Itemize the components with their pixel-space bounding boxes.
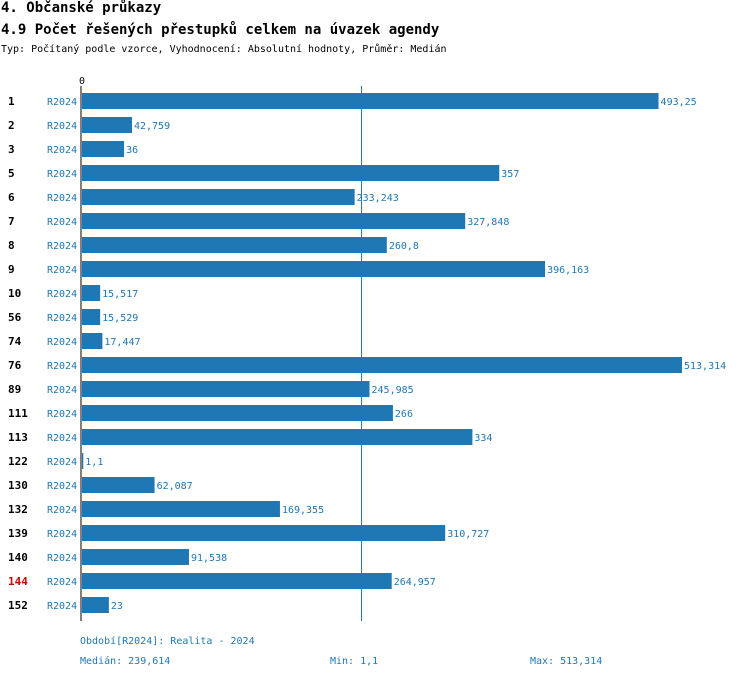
bar [82, 285, 101, 301]
category-label: 1 [8, 95, 15, 108]
bar [82, 501, 280, 517]
series-label: R2024 [47, 457, 77, 468]
bar [82, 237, 387, 253]
series-label: R2024 [47, 601, 77, 612]
bar [82, 429, 473, 445]
chart-title: 4.9 Počet řešených přestupků celkem na ú… [1, 22, 440, 38]
series-label: R2024 [47, 553, 77, 564]
bar [82, 357, 682, 373]
series-label: R2024 [47, 241, 77, 252]
series-label: R2024 [47, 529, 77, 540]
bar [82, 477, 155, 493]
value-label: 233,243 [357, 193, 399, 204]
series-label: R2024 [47, 481, 77, 492]
category-label: 76 [8, 359, 22, 372]
series-label: R2024 [47, 145, 77, 156]
bar [82, 93, 659, 109]
value-label: 15,529 [102, 313, 138, 324]
value-label: 17,447 [104, 337, 140, 348]
value-label: 245,985 [372, 385, 414, 396]
category-label: 5 [8, 167, 15, 180]
median-stat: Medián: 239,614 [80, 656, 171, 667]
series-label: R2024 [47, 577, 77, 588]
category-label: 89 [8, 383, 21, 396]
series-label: R2024 [47, 385, 77, 396]
series-label: R2024 [47, 433, 77, 444]
bar [82, 597, 109, 613]
bar [82, 333, 103, 349]
value-label: 310,727 [447, 529, 489, 540]
category-label: 111 [8, 407, 28, 420]
category-label: 130 [8, 479, 28, 492]
bar [82, 525, 446, 541]
value-label: 327,848 [467, 217, 509, 228]
bar [82, 573, 392, 589]
category-label: 9 [8, 263, 15, 276]
category-label: 113 [8, 431, 28, 444]
bar [82, 405, 393, 421]
category-label: 8 [8, 239, 15, 252]
category-label: 3 [8, 143, 15, 156]
value-label: 266 [395, 409, 413, 420]
series-label: R2024 [47, 505, 77, 516]
category-label: 74 [8, 335, 22, 348]
category-label: 122 [8, 455, 28, 468]
value-label: 260,8 [389, 241, 419, 252]
category-label: 152 [8, 599, 28, 612]
value-label: 357 [501, 169, 519, 180]
category-label: 144 [8, 575, 28, 588]
bar [82, 117, 132, 133]
series-label: R2024 [47, 121, 77, 132]
value-label: 36 [126, 145, 138, 156]
bar [82, 189, 355, 205]
min-stat: Min: 1,1 [330, 656, 379, 667]
axis-zero-label: 0 [79, 76, 85, 87]
series-label: R2024 [47, 169, 77, 180]
series-label: R2024 [47, 337, 77, 348]
series-label: R2024 [47, 289, 77, 300]
category-label: 10 [8, 287, 21, 300]
max-stat: Max: 513,314 [530, 656, 603, 667]
value-label: 15,517 [102, 289, 138, 300]
series-label: R2024 [47, 193, 77, 204]
value-label: 23 [111, 601, 123, 612]
series-label: R2024 [47, 217, 77, 228]
bar [82, 261, 546, 277]
category-label: 139 [8, 527, 28, 540]
value-label: 1,1 [85, 457, 103, 468]
value-label: 493,25 [661, 97, 697, 108]
value-label: 91,538 [191, 553, 227, 564]
value-label: 169,355 [282, 505, 324, 516]
chart-subtitle: Typ: Počítaný podle vzorce, Vyhodnocení:… [1, 44, 447, 55]
series-label: R2024 [47, 97, 77, 108]
bar [82, 453, 84, 469]
series-label: R2024 [47, 265, 77, 276]
period-legend: Období[R2024]: Realita - 2024 [80, 636, 255, 647]
value-label: 62,087 [157, 481, 193, 492]
bar [82, 141, 125, 157]
bar [82, 549, 189, 565]
category-label: 140 [8, 551, 28, 564]
value-label: 513,314 [684, 361, 726, 372]
value-label: 334 [474, 433, 492, 444]
category-label: 56 [8, 311, 22, 324]
bar [82, 165, 500, 181]
bar [82, 381, 370, 397]
series-label: R2024 [47, 409, 77, 420]
value-label: 42,759 [134, 121, 170, 132]
bar [82, 309, 101, 325]
value-label: 396,163 [547, 265, 589, 276]
category-label: 6 [8, 191, 15, 204]
series-label: R2024 [47, 361, 77, 372]
category-label: 132 [8, 503, 28, 516]
bar [82, 213, 466, 229]
series-label: R2024 [47, 313, 77, 324]
value-label: 264,957 [394, 577, 436, 588]
section-title: 4. Občanské průkazy [1, 0, 162, 16]
category-label: 2 [8, 119, 15, 132]
category-label: 7 [8, 215, 15, 228]
